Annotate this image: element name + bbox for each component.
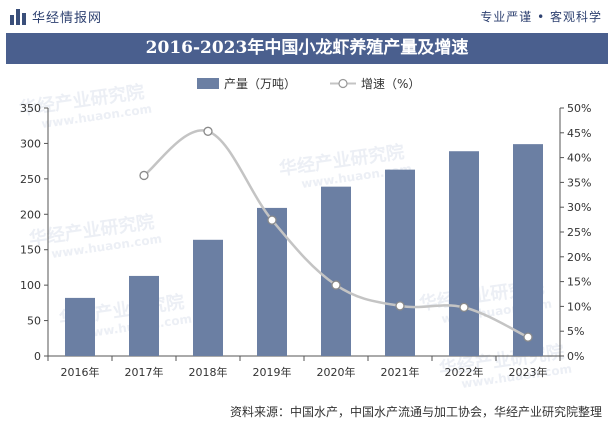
x-tick-label: 2016年 xyxy=(61,365,100,379)
growth-point-2021年 xyxy=(395,301,405,311)
chart-title: 2016-2023年中国小龙虾养殖产量及增速 xyxy=(6,33,608,64)
growth-point-2019年 xyxy=(267,215,277,225)
axes: 0 50 100 150 200 250 300 350 0% 5% 10% 15% 20% 25% 30%… xyxy=(20,102,591,379)
bar-2016年 xyxy=(65,297,95,356)
y-tick-label: 250 xyxy=(20,173,41,186)
y2-tick-label: 5% xyxy=(567,325,584,338)
legend-bar-label: 产量（万吨） xyxy=(224,77,296,91)
growth-point-2022年 xyxy=(459,302,469,313)
bar-2020年 xyxy=(321,186,351,356)
y2-tick-label: 20% xyxy=(567,251,591,264)
y-tick-label: 150 xyxy=(20,244,41,257)
source-note: 资料来源：中国水产，中国水产流通与加工协会，华经产业研究院整理 xyxy=(229,405,602,419)
legend: 产量（万吨） 增速（%） xyxy=(197,77,420,91)
bar-2018年 xyxy=(193,239,223,356)
bars xyxy=(65,144,543,356)
y2-tick-label: 15% xyxy=(567,276,591,289)
y-tick-label: 50 xyxy=(27,315,41,328)
bar-2023年 xyxy=(513,144,543,356)
x-tick-label: 2017年 xyxy=(125,365,164,379)
watermarks: 华经产业研究院www.huaon.com华经产业研究院www.huaon.com… xyxy=(18,81,573,391)
y2-tick-label: 30% xyxy=(567,201,591,214)
x-tick-label: 2023年 xyxy=(509,365,548,379)
bar-2021年 xyxy=(385,169,415,356)
y2-tick-label: 0% xyxy=(567,350,584,363)
bar-2022年 xyxy=(449,151,479,356)
tagline: 专业严谨 • 客观科学 xyxy=(480,10,602,24)
y2-tick-label: 10% xyxy=(567,300,591,313)
y2-tick-label: 25% xyxy=(567,226,591,239)
y2-tick-label: 50% xyxy=(567,102,591,115)
growth-point-2020年 xyxy=(331,280,341,290)
growth-point-2023年 xyxy=(523,332,533,342)
y-tick-label: 0 xyxy=(34,350,41,363)
legend-bar-swatch xyxy=(197,78,219,89)
growth-point-2017年 xyxy=(139,170,149,181)
x-tick-label: 2019年 xyxy=(253,365,292,379)
y-tick-label: 100 xyxy=(20,279,41,292)
y-tick-label: 200 xyxy=(20,208,41,221)
y2-tick-label: 40% xyxy=(567,152,591,165)
bar-2017年 xyxy=(129,275,159,356)
bar-2019年 xyxy=(257,207,287,356)
brand: 华经情报网 xyxy=(10,7,102,26)
x-tick-label: 2022年 xyxy=(445,365,484,379)
brand-logo-icon xyxy=(10,8,26,25)
growth-line xyxy=(139,126,533,342)
x-tick-label: 2020年 xyxy=(317,365,356,379)
y2-tick-label: 45% xyxy=(567,127,591,140)
x-tick-label: 2021年 xyxy=(381,365,420,379)
y2-tick-label: 35% xyxy=(567,176,591,189)
y-tick-label: 300 xyxy=(20,137,41,150)
top-bar: 华经情报网 专业严谨 • 客观科学 xyxy=(0,0,614,30)
y-tick-label: 350 xyxy=(20,102,41,115)
legend-line-label: 增速（%） xyxy=(361,77,420,91)
brand-name: 华经情报网 xyxy=(32,11,103,26)
x-tick-label: 2018年 xyxy=(189,365,228,379)
growth-point-2018年 xyxy=(203,126,213,136)
legend-line-marker xyxy=(338,78,348,89)
